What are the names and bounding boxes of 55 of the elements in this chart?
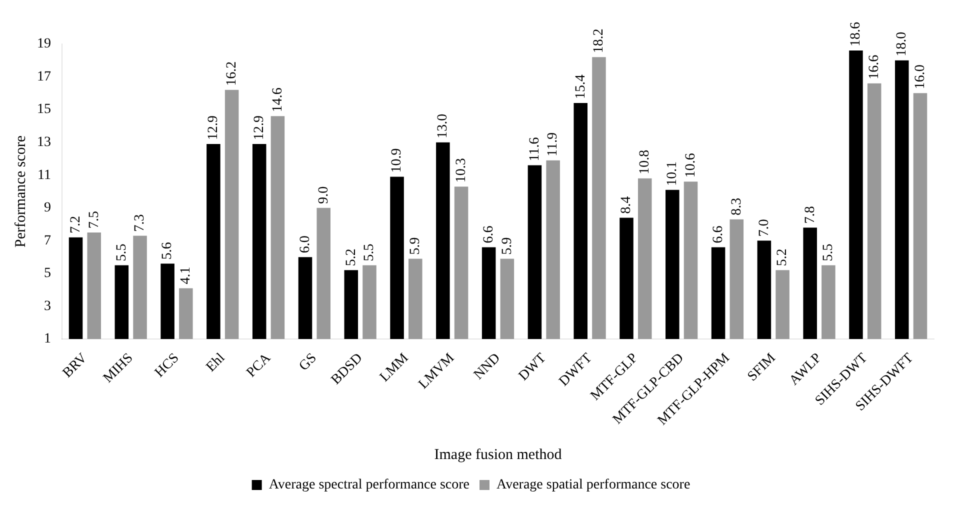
legend-label: Average spatial performance score: [496, 478, 690, 493]
data-label: 13.0: [436, 114, 451, 138]
data-label: 12.9: [252, 115, 268, 140]
data-label: 8.4: [619, 196, 634, 214]
y-tick-label: 1: [44, 332, 51, 347]
y-axis-title: Performance score: [12, 135, 29, 248]
y-tick-label: 11: [38, 168, 51, 183]
data-label: 6.6: [710, 226, 726, 244]
data-label: 15.4: [573, 74, 588, 100]
data-label: 16.0: [912, 64, 928, 90]
data-label: 7.2: [68, 216, 84, 234]
data-label: 6.0: [298, 236, 313, 254]
data-label: 9.0: [316, 186, 332, 204]
y-tick-label: 9: [44, 200, 51, 216]
data-label: 7.8: [802, 206, 818, 224]
data-label: 11.6: [527, 137, 542, 162]
data-label: 16.2: [224, 61, 240, 86]
data-label: 18.6: [848, 22, 864, 47]
y-tick-label: 17: [37, 69, 51, 84]
data-label: 5.6: [160, 242, 176, 260]
data-label: 5.9: [500, 237, 515, 255]
data-label: 10.3: [454, 158, 469, 183]
y-tick-label: 19: [37, 36, 51, 52]
data-label: 10.8: [638, 150, 653, 174]
data-label: 7.0: [756, 219, 772, 237]
data-label: 7.3: [132, 214, 148, 232]
data-label: 5.5: [362, 244, 378, 262]
y-tick-label: 3: [44, 298, 51, 314]
x-tick-label: GS: [296, 350, 320, 374]
data-label: 16.6: [867, 54, 882, 80]
x-tick-label: PCA: [244, 350, 275, 381]
data-label: 5.9: [408, 237, 424, 255]
data-label: 6.6: [481, 226, 496, 244]
y-tick-label: 15: [37, 102, 51, 118]
data-label: 12.9: [206, 115, 222, 140]
data-label: 10.9: [390, 148, 405, 173]
data-label: 5.2: [775, 248, 790, 266]
data-label: 7.5: [86, 210, 102, 228]
data-label: 10.1: [665, 161, 680, 186]
legend-label: Average spectral performance score: [268, 478, 470, 493]
data-label: 5.2: [344, 248, 359, 266]
data-label: 4.1: [178, 266, 194, 284]
data-label: 10.6: [683, 153, 698, 178]
data-label: 5.5: [821, 244, 836, 262]
data-label: 14.6: [270, 88, 286, 112]
y-tick-label: 13: [37, 135, 51, 150]
x-axis-title: Image fusion method: [434, 446, 562, 463]
data-label: 8.3: [729, 198, 744, 216]
data-label: 18.2: [592, 28, 607, 54]
data-label: 5.5: [114, 244, 130, 262]
data-label: 18.0: [894, 32, 910, 56]
data-label: 11.9: [546, 132, 561, 156]
y-tick-label: 7: [44, 233, 51, 248]
y-tick-label: 5: [44, 266, 51, 282]
x-tick-label: Ehl: [204, 350, 228, 376]
